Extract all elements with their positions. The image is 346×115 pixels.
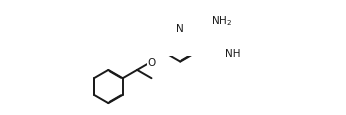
Text: NH$_2$: NH$_2$ xyxy=(211,14,232,28)
Text: N: N xyxy=(176,24,184,34)
Text: O: O xyxy=(147,57,156,67)
Text: NH: NH xyxy=(225,49,241,59)
